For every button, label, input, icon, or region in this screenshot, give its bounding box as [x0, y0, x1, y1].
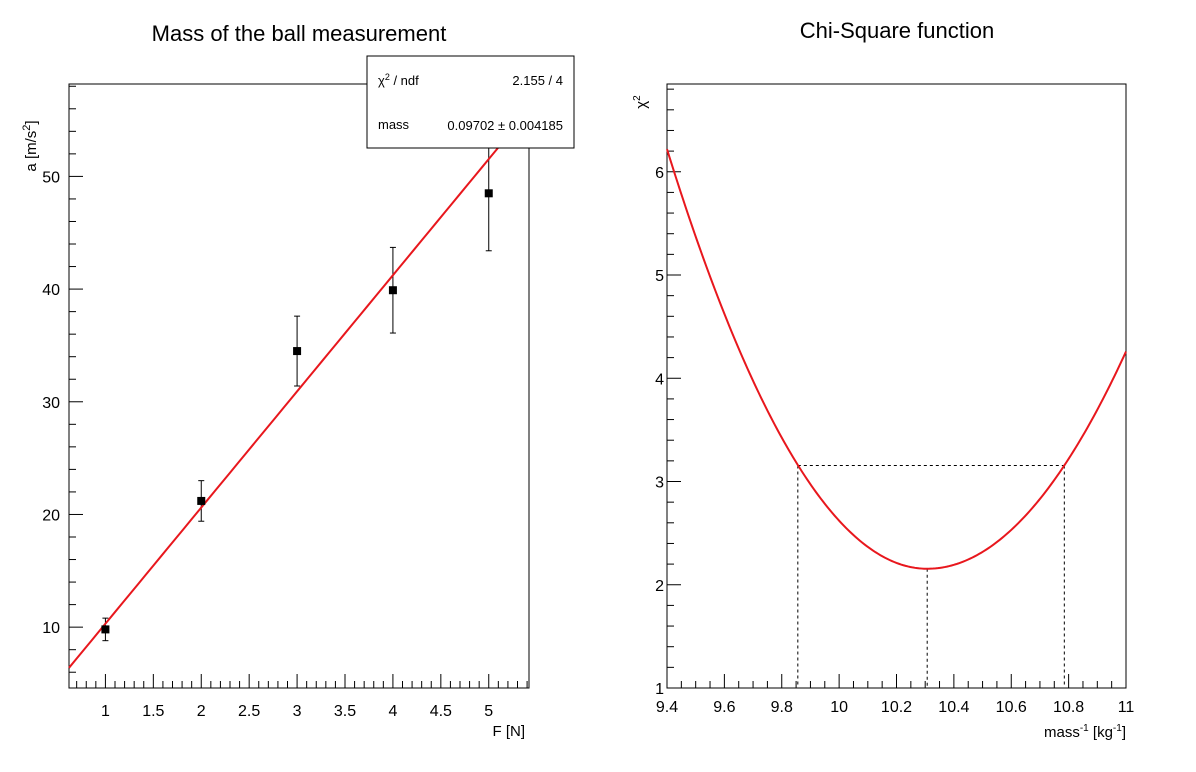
- x-tick-label: 5: [484, 703, 493, 720]
- x-tick-label: 2: [197, 703, 206, 720]
- y-tick-label: 3: [655, 475, 664, 492]
- x-tick-label: 10.6: [996, 699, 1027, 716]
- y-tick-label: 2: [655, 578, 664, 595]
- x-tick-label: 9.6: [713, 699, 735, 716]
- data-point: [484, 189, 493, 198]
- fit-stats-box: χ2 / ndf 2.155 / 4 mass 0.09702 ± 0.0041…: [366, 55, 575, 149]
- y-tick-label: 50: [42, 169, 60, 186]
- y-tick-label: 5: [655, 268, 664, 285]
- x-tick-label: 4.5: [430, 703, 452, 720]
- x-tick-label: 10: [830, 699, 848, 716]
- x-tick-label: 3.5: [334, 703, 356, 720]
- x-tick-label: 3: [293, 703, 302, 720]
- x-tick-label: 1.5: [142, 703, 164, 720]
- data-point: [101, 625, 110, 634]
- x-tick-label: 11: [1118, 699, 1135, 716]
- right-chart-title: Chi-Square function: [800, 18, 994, 43]
- y-tick-label: 1: [655, 681, 664, 698]
- y-tick-label: 4: [655, 371, 664, 388]
- fit-line: [68, 109, 530, 669]
- x-tick-label: 10.4: [938, 699, 969, 716]
- right-y-axis-label: χ2: [632, 95, 650, 109]
- left-y-axis-label: a [m/s2]: [21, 120, 40, 171]
- x-tick-label: 1: [101, 703, 110, 720]
- chi-square-curve: [666, 148, 1127, 570]
- y-tick-label: 10: [42, 620, 60, 637]
- stats-box-frame: [366, 55, 575, 149]
- stats-chi2-label: χ2 / ndf: [378, 72, 419, 88]
- mass-fit-chart: Mass of the ball measurement 1 1.5 2 2.5 3 3.…: [21, 21, 575, 740]
- y-tick-label: 40: [42, 282, 60, 299]
- x-tick-label: 10.2: [881, 699, 912, 716]
- x-tick-label: 2.5: [238, 703, 260, 720]
- data-point: [197, 496, 206, 505]
- x-tick-label: 4: [388, 703, 397, 720]
- left-plot-frame: [68, 83, 530, 689]
- data-point: [293, 347, 302, 356]
- right-plot-frame: [666, 83, 1127, 689]
- right-x-axis-label: mass-1 [kg-1]: [1044, 723, 1126, 741]
- x-tick-label: 9.4: [656, 699, 678, 716]
- stats-mass-value: 0.09702 ± 0.004185: [447, 118, 563, 133]
- y-tick-label: 30: [42, 395, 60, 412]
- left-chart-title: Mass of the ball measurement: [152, 21, 447, 46]
- data-point: [388, 286, 397, 295]
- stats-chi2-value: 2.155 / 4: [512, 73, 563, 88]
- y-tick-label: 20: [42, 507, 60, 524]
- x-tick-label: 10.8: [1053, 699, 1084, 716]
- y-tick-label: 6: [655, 165, 664, 182]
- chi-square-chart: Chi-Square function 9.4 9.6 9.8 10 10.2 10.4 1…: [632, 18, 1134, 741]
- left-x-axis-label: F [N]: [493, 723, 526, 740]
- x-tick-label: 9.8: [771, 699, 793, 716]
- stats-mass-label: mass: [378, 117, 410, 132]
